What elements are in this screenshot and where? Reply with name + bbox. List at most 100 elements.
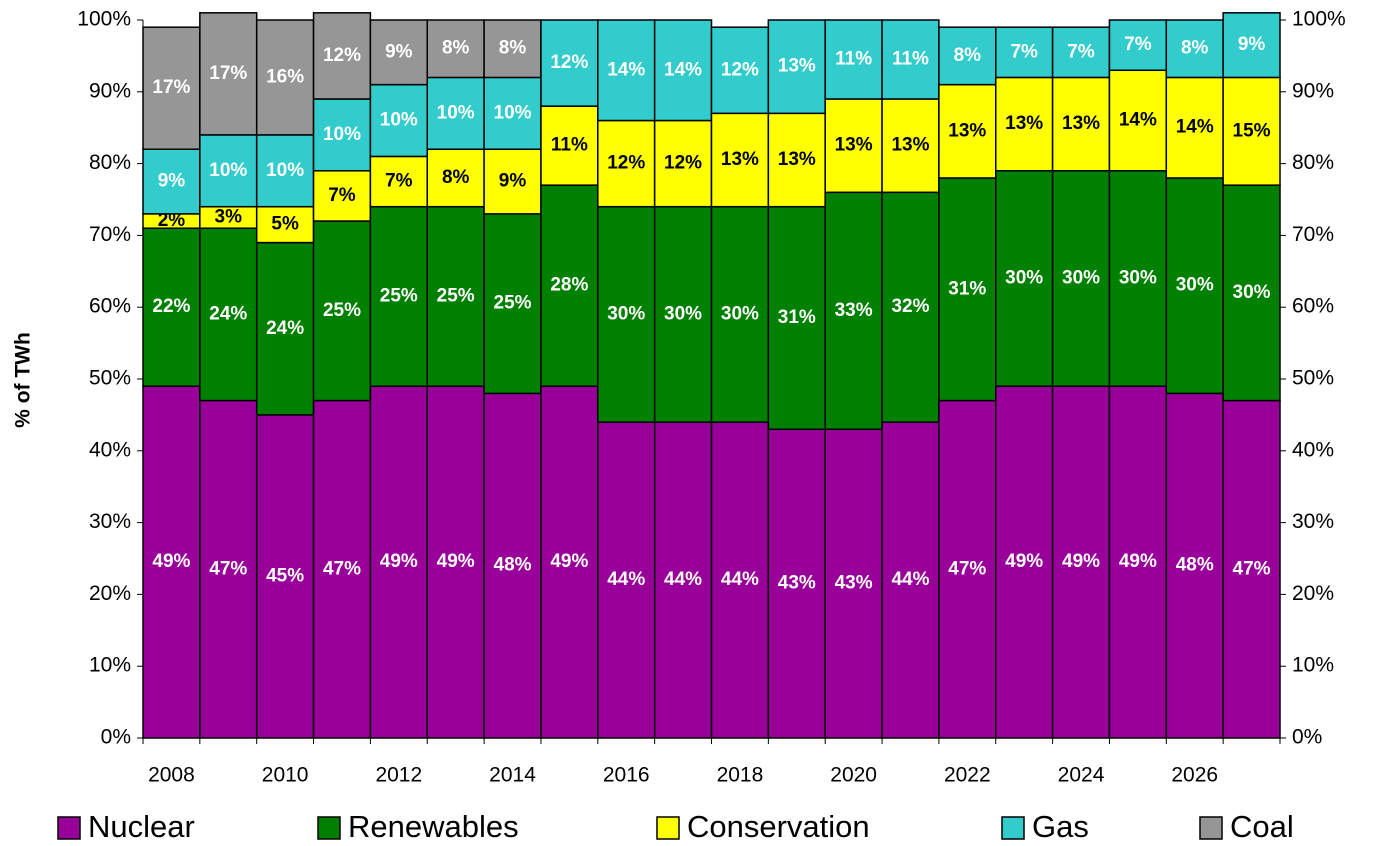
value-label: 47%: [323, 558, 361, 579]
value-label: 13%: [1005, 113, 1043, 134]
legend-label: Gas: [1032, 809, 1089, 844]
bar-segment: [1222, 12, 1281, 79]
legend-label: Coal: [1230, 809, 1294, 844]
value-label: 30%: [607, 303, 645, 324]
value-label: 8%: [954, 45, 982, 66]
legend-swatch: [317, 816, 341, 840]
bar-segment: [1222, 399, 1281, 739]
value-label: 10%: [209, 160, 247, 181]
y-tick-label: 100%: [77, 8, 131, 31]
value-label: 13%: [721, 149, 759, 170]
y2-tick-label: 100%: [1292, 8, 1346, 31]
bar-segment: [1051, 385, 1111, 739]
y-tick-label: 80%: [89, 151, 131, 174]
value-label: 31%: [778, 307, 816, 328]
bar-segment: [255, 134, 315, 208]
value-label: 32%: [891, 296, 929, 317]
value-label: 17%: [209, 63, 247, 84]
x-tick-label: 2026: [1171, 764, 1218, 787]
bar-segment: [653, 119, 713, 208]
bar-segment: [1051, 170, 1111, 387]
value-label: 5%: [271, 214, 299, 235]
value-label: 13%: [778, 56, 816, 77]
bar-segment: [369, 19, 428, 86]
y2-tick-label: 30%: [1292, 510, 1334, 533]
value-label: 9%: [1238, 34, 1266, 55]
value-label: 31%: [948, 278, 986, 299]
value-label: 12%: [721, 59, 759, 80]
value-label: 17%: [152, 77, 190, 98]
y-tick-label: 60%: [89, 295, 131, 318]
y-axis-label: % of TWh: [12, 332, 35, 428]
value-label: 44%: [721, 569, 759, 590]
value-label: 7%: [1124, 34, 1152, 55]
value-label: 44%: [664, 569, 702, 590]
value-label: 8%: [442, 38, 470, 59]
value-label: 7%: [1067, 41, 1095, 62]
bar-segment: [255, 19, 315, 136]
bar-segment: [369, 83, 428, 158]
value-label: 10%: [494, 102, 532, 123]
value-label: 12%: [323, 45, 361, 66]
x-tick-label: 2012: [375, 764, 422, 787]
x-tick-label: 2008: [148, 764, 195, 787]
y-tick-label: 90%: [89, 79, 131, 102]
y2-tick-label: 20%: [1292, 582, 1334, 605]
y2-tick-label: 40%: [1292, 438, 1334, 461]
value-label: 25%: [494, 293, 532, 314]
x-tick-label: 2024: [1058, 764, 1105, 787]
bar-segment: [938, 83, 997, 179]
value-label: 48%: [494, 555, 532, 576]
bar-segment: [1165, 177, 1224, 395]
value-label: 24%: [209, 303, 247, 324]
value-label: 8%: [499, 38, 527, 59]
bar-segment: [995, 26, 1054, 79]
bar-segment: [653, 421, 713, 739]
value-label: 12%: [664, 153, 702, 174]
value-label: 25%: [380, 285, 418, 306]
value-label: 49%: [380, 551, 418, 572]
y2-tick-label: 90%: [1292, 79, 1334, 102]
value-label: 45%: [266, 565, 304, 586]
value-label: 9%: [385, 41, 413, 62]
value-label: 14%: [1176, 117, 1214, 138]
bar-segment: [881, 19, 940, 100]
y2-tick-label: 80%: [1292, 151, 1334, 174]
value-label: 14%: [607, 59, 645, 80]
value-label: 8%: [1181, 38, 1209, 59]
value-label: 49%: [550, 551, 588, 572]
y2-tick-label: 50%: [1292, 367, 1334, 390]
bar-segment: [653, 19, 713, 122]
value-label: 13%: [835, 135, 873, 156]
value-label: 13%: [778, 149, 816, 170]
value-label: 3%: [215, 206, 243, 227]
value-label: 28%: [550, 275, 588, 296]
y-tick-label: 10%: [89, 654, 131, 677]
bar-segment: [199, 12, 258, 136]
value-label: 47%: [209, 558, 247, 579]
value-label: 13%: [1062, 113, 1100, 134]
value-label: 13%: [891, 135, 929, 156]
x-tick-label: 2016: [603, 764, 650, 787]
bar-segment: [597, 205, 656, 423]
value-label: 44%: [607, 569, 645, 590]
value-label: 15%: [1233, 120, 1271, 141]
value-label: 7%: [1010, 41, 1038, 62]
value-label: 11%: [835, 49, 872, 70]
bar-segment: [995, 76, 1054, 172]
value-label: 30%: [664, 303, 702, 324]
bar-segment: [1051, 76, 1111, 172]
value-label: 49%: [437, 551, 475, 572]
x-tick-label: 2020: [830, 764, 877, 787]
value-label: 44%: [891, 569, 929, 590]
bar-segment: [483, 213, 542, 395]
bar-segment: [483, 19, 542, 79]
bar-segment: [767, 112, 826, 208]
bar-segment: [483, 76, 542, 150]
legend-swatch: [1001, 816, 1025, 840]
bar-segment: [426, 205, 485, 387]
bar-segment: [938, 399, 997, 739]
y-tick-label: 0%: [101, 726, 131, 749]
y-tick-label: 70%: [89, 223, 131, 246]
